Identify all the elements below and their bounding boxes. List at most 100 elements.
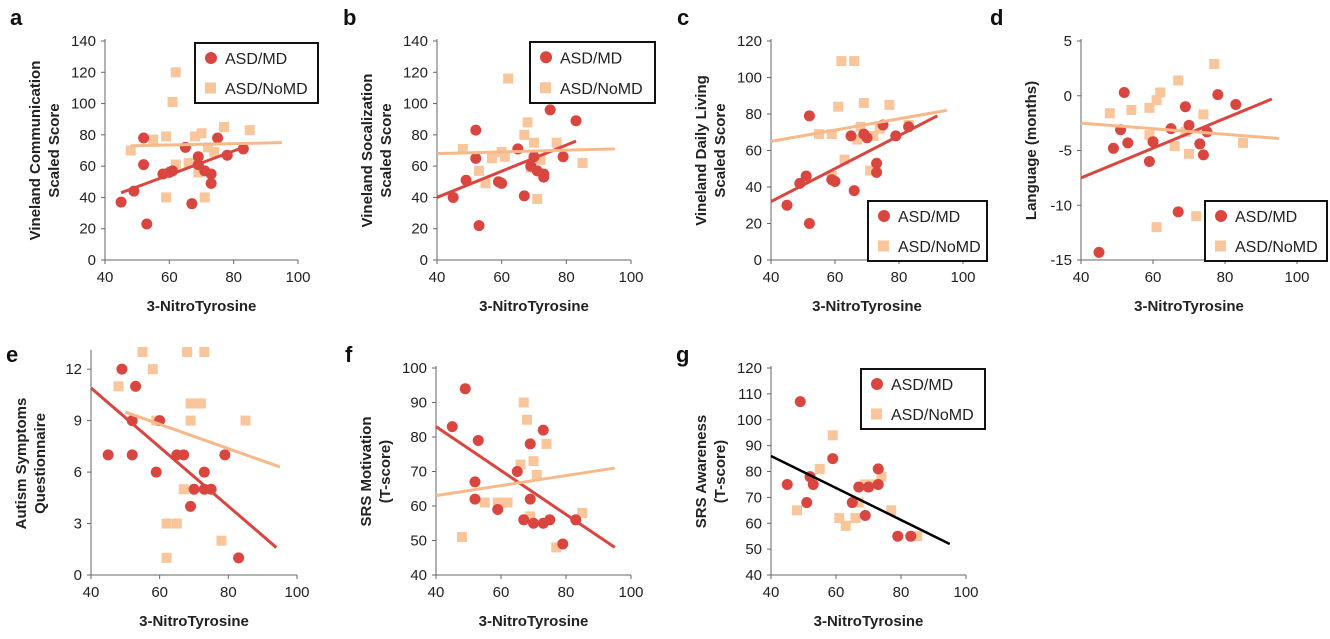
x-tick-label: 80: [891, 269, 908, 286]
y-tick-label: 40: [745, 567, 762, 584]
data-point-asd-md: [861, 132, 873, 144]
data-point-asd-nomd: [457, 532, 467, 543]
x-tick-label: 100: [950, 269, 975, 286]
y-tick-label: 60: [745, 515, 762, 532]
data-point-asd-md: [845, 130, 857, 142]
data-point-asd-md: [846, 497, 858, 509]
legend-marker-asd-md: [205, 52, 217, 64]
y-tick-label: -15: [1050, 252, 1072, 269]
x-tick-label: 80: [1217, 269, 1234, 286]
data-point-asd-nomd: [884, 99, 895, 110]
data-point-asd-nomd: [185, 398, 196, 409]
chart-panel-a: a 0 20 40 60 80 100 120 140 40 60 80 100 3-NitroTyros…: [10, 5, 319, 315]
data-point-asd-md: [557, 151, 569, 163]
data-point-asd-nomd: [161, 192, 172, 203]
y-tick-label: 0: [420, 252, 428, 269]
panel-label: a: [10, 5, 23, 30]
data-point-asd-nomd: [1209, 58, 1220, 69]
data-point-asd-nomd: [244, 125, 255, 136]
y-tick-label: 12: [65, 361, 82, 378]
y-tick-label: 80: [411, 127, 428, 144]
legend-marker-asd-nomd: [871, 408, 882, 420]
y-tick-label: 80: [79, 127, 96, 144]
data-point-asd-md: [150, 466, 162, 478]
data-point-asd-md: [1212, 89, 1224, 101]
data-point-asd-nomd: [1238, 137, 1248, 148]
y-tick-label: 90: [410, 395, 427, 412]
data-point-asd-nomd: [195, 398, 206, 409]
data-point-asd-nomd: [161, 518, 172, 529]
data-point-asd-md: [212, 132, 224, 144]
data-point-asd-md: [141, 218, 153, 230]
chart-panel-g: g 40 50 60 70 80 90 100 110 120 40 60 80 100 3-NitroTy…: [676, 342, 986, 630]
y-tick-label: 6: [74, 464, 82, 481]
data-point-asd-nomd: [209, 147, 220, 158]
legend: ASD/MD ASD/NoMD: [194, 42, 319, 104]
x-tick-label: 40: [429, 269, 446, 286]
data-point-asd-md: [205, 168, 217, 180]
data-point-asd-nomd: [852, 134, 863, 145]
data-point-asd-nomd: [1144, 102, 1155, 113]
y-axis-label: Scaled Score: [46, 103, 63, 197]
y-tick-label: 110: [738, 386, 762, 403]
data-point-asd-nomd: [522, 414, 532, 425]
data-point-asd-nomd: [840, 520, 851, 531]
data-point-asd-md: [794, 396, 806, 408]
x-tick-label: 40: [763, 584, 780, 601]
data-point-asd-md: [492, 503, 504, 515]
x-tick-label: 100: [284, 584, 309, 601]
data-point-asd-nomd: [1173, 75, 1184, 86]
y-axis-label: Vineland Socalization: [359, 74, 376, 228]
trendline-asd-nomd: [435, 466, 615, 498]
chart-panel-d: d -15 -10 -5 0 5 40 60 80 100 3-NitroTyrosine Langu…: [990, 5, 1328, 315]
data-point-asd-nomd: [551, 542, 562, 553]
data-point-asd-md: [524, 438, 536, 450]
data-point-asd-nomd: [827, 430, 838, 441]
legend-marker-asd-md: [540, 51, 552, 64]
y-axis-label: SRS Awareness: [693, 415, 710, 528]
legend-label: ASD/MD: [891, 377, 953, 394]
legend-label: ASD/MD: [1235, 209, 1297, 226]
data-point-asd-nomd: [457, 143, 468, 154]
data-point-asd-md: [1172, 206, 1184, 218]
data-point-asd-nomd: [858, 98, 869, 109]
data-point-asd-nomd: [868, 130, 879, 141]
data-point-asd-nomd: [503, 73, 514, 84]
y-tick-label: 20: [79, 221, 96, 238]
data-point-asd-nomd: [178, 484, 189, 495]
trendline-asd-nomd: [124, 410, 281, 469]
x-axis-label: 3-NitroTyrosine: [812, 298, 922, 315]
y-tick-label: 120: [737, 360, 762, 377]
data-point-asd-nomd: [170, 67, 181, 78]
x-tick-label: 40: [428, 584, 445, 601]
x-tick-label: 60: [827, 269, 844, 286]
legend-label: ASD/MD: [898, 209, 960, 226]
data-point-asd-nomd: [193, 167, 204, 178]
trendline-asd-md: [1080, 97, 1273, 180]
data-point-asd-nomd: [1151, 95, 1162, 106]
data-point-asd-md: [538, 171, 550, 183]
y-axis-label: Scaled Score: [378, 103, 395, 197]
legend-label: ASD/NoMD: [891, 407, 974, 424]
y-tick-label: 100: [71, 96, 96, 113]
trendline-asd-md: [90, 386, 278, 549]
panel-label: d: [990, 5, 1003, 30]
legend: ASD/MD ASD/NoMD: [529, 41, 656, 104]
data-point-asd-md: [470, 124, 482, 136]
trendline-overall: [770, 454, 951, 546]
data-point-asd-md: [872, 478, 884, 490]
y-tick-label: 5: [1064, 33, 1072, 50]
y-axis-label: Language (months): [1023, 81, 1040, 220]
data-point-asd-nomd: [833, 101, 844, 112]
legend-marker-asd-nomd: [1215, 240, 1226, 252]
data-point-asd-md: [801, 497, 813, 509]
data-point-asd-nomd: [196, 128, 207, 139]
x-tick-label: 100: [953, 584, 978, 601]
data-point-asd-nomd: [1169, 141, 1180, 152]
data-point-asd-nomd: [834, 513, 845, 524]
y-tick-label: 90: [745, 438, 762, 455]
x-axis-label: 3-NitroTyrosine: [814, 613, 924, 630]
data-point-asd-md: [496, 177, 508, 189]
data-point-asd-md: [138, 132, 150, 144]
data-point-asd-md: [829, 176, 841, 188]
